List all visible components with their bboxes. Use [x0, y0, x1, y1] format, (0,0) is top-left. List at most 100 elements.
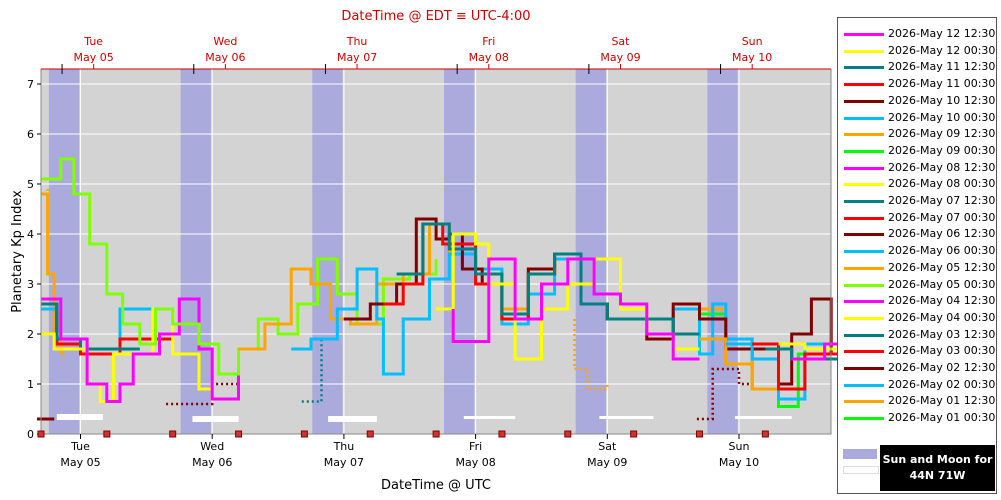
y-axis-label: Planetary Kp Index — [10, 190, 25, 313]
plot-area — [41, 69, 831, 434]
legend-swatch — [844, 116, 884, 120]
legend-swatch — [844, 350, 884, 354]
moon-bar-2 — [328, 416, 377, 422]
legend-swatch — [844, 66, 884, 70]
legend-swatch — [844, 300, 884, 304]
x-tick-date-0: May 05 — [60, 456, 100, 469]
series-line-1 — [778, 342, 838, 351]
night-band-4 — [575, 69, 606, 434]
legend-label: 2026-May 02 12:30 — [888, 361, 996, 374]
moon-legend-swatch — [843, 466, 879, 474]
series-line-6 — [699, 337, 779, 391]
x-tick-dow-2: Thu — [333, 440, 355, 453]
legend-item: 2026-May 02 12:30 — [838, 360, 996, 376]
legend-swatch — [844, 49, 884, 53]
legend-item: 2026-May 07 00:30 — [838, 210, 996, 226]
legend-label: 2026-May 11 00:30 — [888, 77, 996, 91]
sun-moon-location-box: Sun and Moon for 44N 71W — [880, 445, 995, 491]
legend-label: 2026-May 04 00:30 — [888, 310, 996, 324]
legend-item: 2026-May 09 12:30 — [838, 126, 996, 142]
legend-item: 2026-May 10 00:30 — [838, 110, 996, 126]
top-tick-dow-0: Tue — [83, 35, 103, 48]
x-tick-date-4: May 09 — [587, 456, 627, 469]
x-tick-date-5: May 10 — [719, 456, 759, 469]
y-tick-label-7: 7 — [27, 78, 34, 91]
legend-label: 2026-May 01 00:30 — [888, 411, 996, 425]
legend-label: 2026-May 03 00:30 — [888, 344, 996, 358]
legend-swatch — [844, 400, 884, 404]
top-tick-dow-5: Sun — [742, 35, 763, 48]
legend-item: 2026-May 11 00:30 — [838, 76, 996, 92]
legend-item: 2026-May 05 00:30 — [838, 277, 996, 293]
sun-moon-line1: Sun and Moon for — [882, 453, 993, 466]
legend-swatch — [844, 216, 884, 220]
top-tick-date-3: May 08 — [469, 51, 509, 64]
legend-swatch — [844, 266, 884, 270]
sun-moon-line2: 44N 71W — [909, 469, 966, 482]
legend-item: 2026-May 12 00:30 — [838, 43, 996, 59]
legend-item: 2026-May 04 12:30 — [838, 293, 996, 309]
utc-marker-1-0 — [169, 430, 177, 438]
dotted-series-4 — [573, 319, 609, 391]
legend-item: 2026-May 06 12:30 — [838, 226, 996, 242]
legend-label: 2026-May 02 00:30 — [888, 377, 996, 391]
legend-swatch — [844, 83, 884, 87]
top-tick-dow-4: Sat — [611, 35, 630, 48]
utc-marker-3-0 — [432, 430, 440, 438]
legend-item: 2026-May 07 12:30 — [838, 193, 996, 209]
legend-label: 2026-May 06 00:30 — [888, 244, 996, 258]
legend-label: 2026-May 10 00:30 — [888, 110, 996, 124]
legend-swatch — [844, 133, 884, 137]
legend-item: 2026-May 10 12:30 — [838, 93, 996, 109]
legend-item: 2026-May 11 12:30 — [838, 59, 996, 75]
legend-label: 2026-May 04 12:30 — [888, 294, 996, 308]
legend-label: 2026-May 11 12:30 — [888, 60, 996, 74]
legend-label: 2026-May 07 00:30 — [888, 210, 996, 224]
x-axis-label: DateTime @ UTC — [381, 478, 491, 493]
moon-bar-3 — [463, 416, 516, 419]
y-tick-label-2: 2 — [27, 328, 34, 341]
legend-label: 2026-May 01 12:30 — [888, 394, 996, 408]
legend-swatch — [844, 183, 884, 187]
sun-legend-swatch — [843, 449, 877, 459]
legend-swatch — [844, 200, 884, 203]
legend-label: 2026-May 08 12:30 — [888, 160, 996, 174]
legend-item: 2026-May 12 12:30 — [838, 26, 996, 42]
top-tick-date-5: May 10 — [732, 51, 772, 64]
legend-label: 2026-May 05 12:30 — [888, 260, 996, 274]
moon-bar-0 — [56, 414, 103, 420]
legend-label: 2026-May 09 12:30 — [888, 127, 996, 141]
utc-marker-2-0 — [300, 430, 308, 438]
utc-marker-3-1 — [498, 430, 506, 438]
utc-marker-0-0 — [37, 430, 45, 438]
x-tick-dow-3: Fri — [469, 440, 482, 453]
legend: 2026-May 12 12:30 2026-May 12 00:30 2026-M… — [837, 17, 997, 494]
y-tick-label-3: 3 — [27, 278, 34, 291]
top-tick-date-1: May 06 — [205, 51, 245, 64]
legend-swatch — [844, 250, 884, 254]
y-tick-label-4: 4 — [27, 228, 34, 241]
legend-item: 2026-May 06 00:30 — [838, 243, 996, 259]
y-tick-label-5: 5 — [27, 178, 34, 191]
legend-swatch — [844, 367, 884, 370]
legend-label: 2026-May 06 12:30 — [888, 227, 996, 241]
legend-item: 2026-May 01 12:30 — [838, 393, 996, 409]
legend-label: 2026-May 08 00:30 — [888, 177, 996, 191]
x-tick-dow-4: Sat — [598, 440, 617, 453]
legend-label: 2026-May 05 00:30 — [888, 277, 996, 291]
legend-item: 2026-May 01 00:30 — [838, 410, 996, 426]
legend-swatch — [844, 383, 884, 387]
legend-label: 2026-May 12 00:30 — [888, 43, 996, 57]
legend-swatch — [844, 333, 884, 337]
legend-swatch — [844, 149, 884, 153]
x-tick-date-3: May 08 — [455, 456, 495, 469]
moon-bar-5 — [735, 416, 792, 419]
legend-label: 2026-May 03 12:30 — [888, 327, 996, 341]
legend-swatch — [844, 316, 884, 320]
legend-swatch — [844, 417, 884, 421]
moon-bar-4 — [599, 416, 654, 419]
series-line-8 — [451, 257, 700, 361]
legend-swatch — [844, 33, 884, 36]
night-band-1 — [180, 69, 211, 434]
